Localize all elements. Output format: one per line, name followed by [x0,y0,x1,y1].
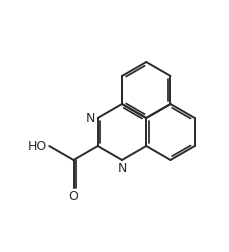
Text: N: N [117,162,127,175]
Text: O: O [68,190,79,203]
Text: HO: HO [28,140,47,152]
Text: N: N [85,111,95,124]
